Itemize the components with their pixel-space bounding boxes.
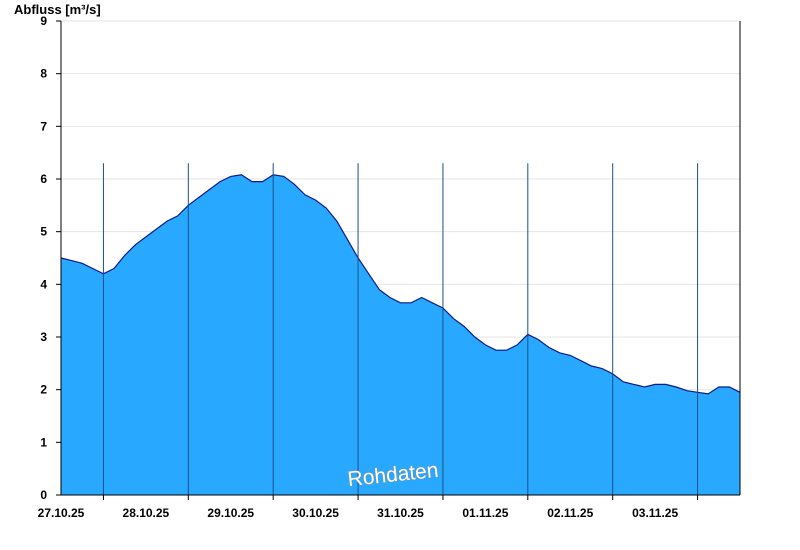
y-tick-label: 5 [40, 225, 47, 239]
x-tick-label: 01.11.25 [462, 506, 508, 520]
y-tick-label: 9 [40, 14, 47, 28]
x-tick-label: 31.10.25 [377, 506, 424, 520]
y-tick-label: 1 [40, 435, 47, 449]
x-tick-label: 03.11.25 [632, 506, 678, 520]
y-tick-label: 0 [40, 488, 47, 502]
x-tick-label: 29.10.25 [207, 506, 254, 520]
y-tick-label: 4 [40, 277, 47, 291]
y-tick-label: 7 [40, 119, 47, 133]
x-tick-label: 30.10.25 [292, 506, 339, 520]
discharge-line [60, 174, 741, 395]
y-tick-label: 2 [40, 383, 47, 397]
y-tick-label: 3 [40, 330, 47, 344]
y-tick-label: 6 [40, 172, 47, 186]
discharge-fill [61, 174, 740, 496]
x-tick-label: 28.10.25 [123, 506, 170, 520]
day-separator-lines [102, 163, 699, 495]
y-tick-labels: 0 1 2 3 4 5 6 7 8 9 [40, 14, 61, 502]
axes [60, 21, 741, 500]
y-tick-label: 8 [40, 67, 47, 81]
discharge-area [60, 174, 741, 496]
y-axis-title: Abfluss [m³/s] [14, 2, 101, 17]
x-tick-labels: 27.10.25 28.10.25 29.10.25 30.10.25 31.10.25… [38, 506, 679, 520]
x-tick-label: 27.10.25 [38, 506, 85, 520]
x-tick-label: 02.11.25 [547, 506, 593, 520]
